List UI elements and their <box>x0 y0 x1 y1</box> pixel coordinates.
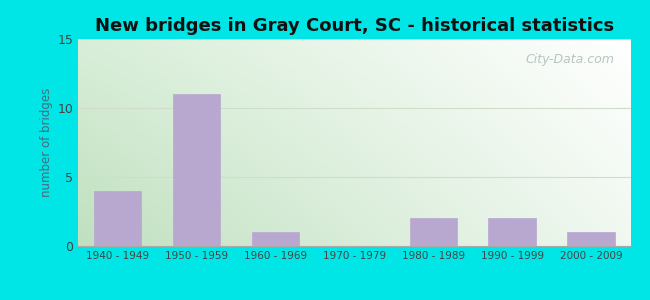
Bar <box>488 218 536 246</box>
Bar <box>410 218 457 246</box>
Title: New bridges in Gray Court, SC - historical statistics: New bridges in Gray Court, SC - historic… <box>95 17 614 35</box>
Bar <box>173 94 220 246</box>
Bar <box>94 191 141 246</box>
Text: City-Data.com: City-Data.com <box>525 53 614 67</box>
Bar <box>252 232 299 246</box>
Y-axis label: number of bridges: number of bridges <box>40 88 53 197</box>
Bar <box>567 232 615 246</box>
